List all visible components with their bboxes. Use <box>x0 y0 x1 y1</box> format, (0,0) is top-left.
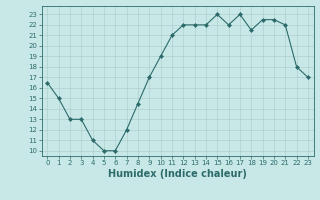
X-axis label: Humidex (Indice chaleur): Humidex (Indice chaleur) <box>108 169 247 179</box>
